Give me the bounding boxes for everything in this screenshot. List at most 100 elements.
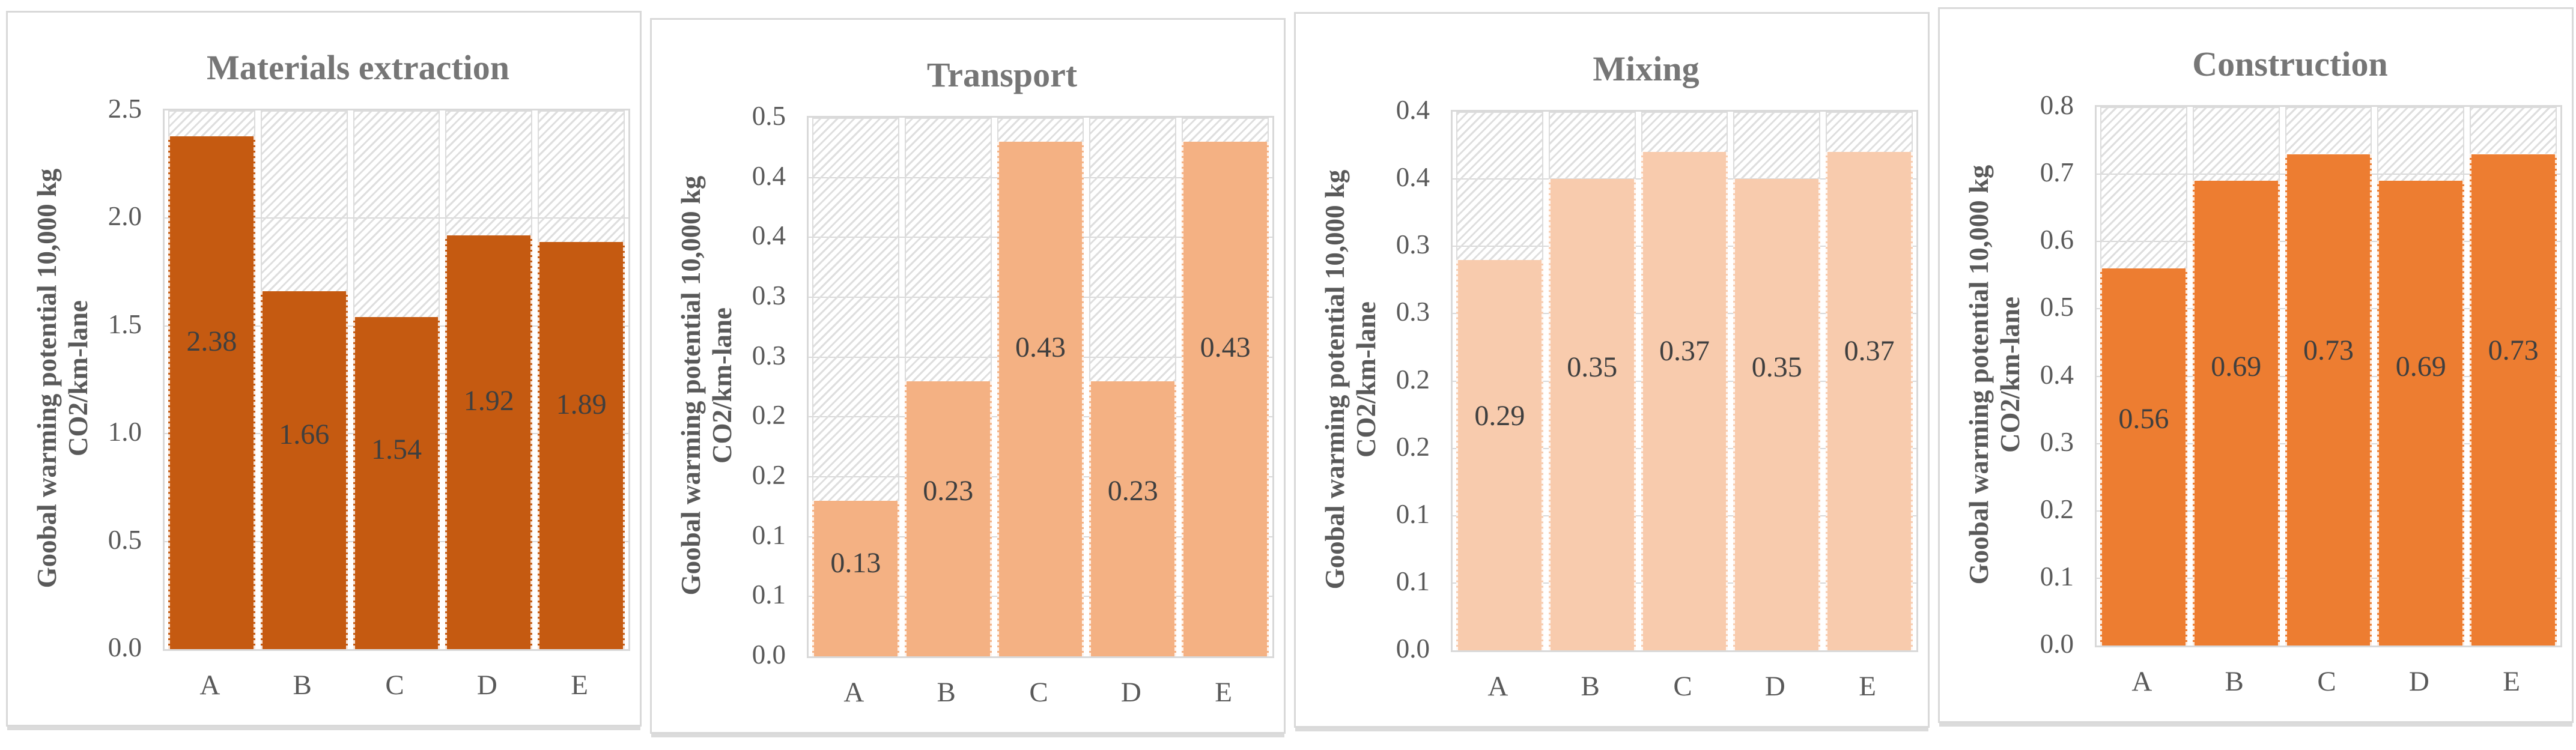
y-axis-label-wrap: Goobal warming potential 10,000 kg CO2/km… bbox=[19, 109, 106, 647]
bar-value-label: 0.29 bbox=[1474, 399, 1525, 432]
bar-column: 0.69 bbox=[2377, 107, 2465, 646]
x-axis-category: D bbox=[476, 670, 497, 701]
y-axis-tick: 0.1 bbox=[752, 519, 786, 550]
y-axis-tick: 0.1 bbox=[2040, 561, 2074, 591]
empty-remainder-hatch bbox=[1733, 112, 1821, 180]
bar-column: 1.92 bbox=[445, 110, 533, 649]
empty-remainder-hatch bbox=[2470, 107, 2557, 154]
y-axis-tick: 0.3 bbox=[1396, 229, 1430, 260]
y-axis-tick: 0.5 bbox=[108, 524, 142, 555]
bar-value-label: 0.69 bbox=[2211, 350, 2262, 383]
bar-value-label: 0.37 bbox=[1659, 335, 1710, 367]
chart-title: Mixing bbox=[1593, 49, 1700, 88]
plot-area: 0.29 0.35 0.37 0.35 0.37 bbox=[1451, 110, 1918, 652]
bar bbox=[812, 500, 899, 656]
empty-remainder-hatch bbox=[1182, 118, 1269, 142]
empty-remainder-hatch bbox=[538, 110, 625, 242]
y-axis-tick: 0.4 bbox=[1396, 95, 1430, 125]
bar-value-label: 0.23 bbox=[1107, 474, 1158, 507]
bar bbox=[168, 136, 255, 649]
bar-column: 0.37 bbox=[1826, 112, 1913, 650]
chart-panel-0: Materials extraction Goobal warming poten… bbox=[6, 11, 642, 727]
bar-columns: 0.13 0.23 0.43 0.23 0.43 bbox=[809, 118, 1272, 656]
bar bbox=[1733, 179, 1821, 650]
y-axis-tick: 0.5 bbox=[2040, 292, 2074, 322]
chart-panel-3: Construction Goobal warming potential 10,… bbox=[1938, 7, 2574, 723]
x-axis-category: D bbox=[1120, 677, 1141, 708]
y-axis-label: Goobal warming potential 10,000 kg CO2/km… bbox=[19, 109, 106, 647]
bar-value-label: 1.54 bbox=[371, 434, 422, 466]
bar-column: 0.35 bbox=[1548, 112, 1636, 650]
x-axis-category: C bbox=[385, 670, 404, 701]
bar-column: 0.43 bbox=[997, 118, 1084, 656]
bar-value-label: 0.73 bbox=[2303, 334, 2354, 366]
bar bbox=[260, 291, 348, 649]
x-axis-category: E bbox=[2503, 666, 2520, 697]
bar bbox=[2100, 268, 2187, 646]
y-axis-tick: 0.3 bbox=[752, 340, 786, 370]
y-axis-label: Goobal warming potential 10,000 kg CO2/km… bbox=[663, 116, 750, 655]
plot-area: 2.38 1.66 1.54 1.92 1.89 bbox=[163, 109, 630, 651]
bar-column: 0.73 bbox=[2285, 107, 2372, 646]
y-axis-tick: 1.5 bbox=[108, 309, 142, 339]
empty-remainder-hatch bbox=[904, 118, 992, 381]
chart-title: Transport bbox=[926, 55, 1078, 94]
bar-column: 0.35 bbox=[1733, 112, 1821, 650]
empty-remainder-hatch bbox=[812, 118, 899, 501]
empty-remainder-hatch bbox=[2100, 107, 2187, 269]
bar-value-label: 0.43 bbox=[1200, 331, 1251, 363]
y-axis-tick: 0.4 bbox=[2040, 359, 2074, 390]
bar-value-label: 2.38 bbox=[186, 325, 237, 357]
bar-value-label: 0.69 bbox=[2395, 350, 2446, 383]
x-axis-category: E bbox=[1215, 677, 1232, 708]
bar-column: 1.66 bbox=[260, 110, 348, 649]
x-axis-category: C bbox=[2317, 666, 2336, 697]
bar bbox=[2470, 154, 2557, 646]
chart-panel-2: Mixing Goobal warming potential 10,000 kg… bbox=[1294, 12, 1930, 728]
y-axis-tick: 2.5 bbox=[108, 94, 142, 124]
x-axis-category: A bbox=[199, 670, 220, 701]
x-axis-category: B bbox=[937, 677, 956, 708]
bar-column: 0.56 bbox=[2100, 107, 2187, 646]
x-axis-category: B bbox=[1581, 671, 1600, 702]
y-axis-tick: 0.3 bbox=[2040, 426, 2074, 457]
bar-value-label: 0.35 bbox=[1567, 351, 1618, 384]
x-axis-category: C bbox=[1673, 671, 1692, 702]
x-axis-categories: A B C D E bbox=[2095, 664, 2559, 700]
y-axis-tick: 0.1 bbox=[1396, 566, 1430, 596]
empty-remainder-hatch bbox=[1548, 112, 1636, 180]
empty-remainder-hatch bbox=[353, 110, 440, 318]
bar-column: 0.69 bbox=[2192, 107, 2280, 646]
bar-column: 0.43 bbox=[1182, 118, 1269, 656]
x-axis-category: E bbox=[1859, 671, 1876, 702]
empty-remainder-hatch bbox=[1826, 112, 1913, 153]
bar-column: 0.73 bbox=[2470, 107, 2557, 646]
empty-remainder-hatch bbox=[2285, 107, 2372, 154]
bar-value-label: 0.73 bbox=[2488, 334, 2539, 366]
y-axis-tick: 0.8 bbox=[2040, 90, 2074, 120]
bar-value-label: 0.23 bbox=[923, 474, 974, 507]
y-axis-tick: 0.1 bbox=[752, 579, 786, 610]
plot-area: 0.13 0.23 0.43 0.23 0.43 bbox=[807, 116, 1274, 658]
bar-columns: 0.29 0.35 0.37 0.35 0.37 bbox=[1453, 112, 1916, 650]
bar-column: 0.37 bbox=[1641, 112, 1728, 650]
y-axis-label-wrap: Goobal warming potential 10,000 kg CO2/km… bbox=[663, 116, 750, 655]
bar-value-label: 0.43 bbox=[1015, 331, 1066, 363]
bar-value-label: 1.92 bbox=[463, 384, 514, 417]
x-axis-category: D bbox=[2408, 666, 2429, 697]
x-axis-category: B bbox=[2225, 666, 2244, 697]
y-axis-tick: 0.6 bbox=[2040, 225, 2074, 255]
x-axis-category: B bbox=[293, 670, 312, 701]
bar bbox=[997, 141, 1084, 656]
y-axis-tick: 0.3 bbox=[1396, 297, 1430, 327]
bar bbox=[2192, 181, 2280, 646]
bar-value-label: 0.56 bbox=[2118, 403, 2169, 435]
y-axis-tick: 0.4 bbox=[752, 220, 786, 251]
bar-column: 0.23 bbox=[1089, 118, 1177, 656]
bar-value-label: 0.35 bbox=[1751, 351, 1802, 384]
empty-remainder-hatch bbox=[1641, 112, 1728, 153]
empty-remainder-hatch bbox=[2192, 107, 2280, 181]
empty-remainder-hatch bbox=[168, 110, 255, 137]
bar bbox=[1182, 141, 1269, 656]
bar-column: 1.89 bbox=[538, 110, 625, 649]
